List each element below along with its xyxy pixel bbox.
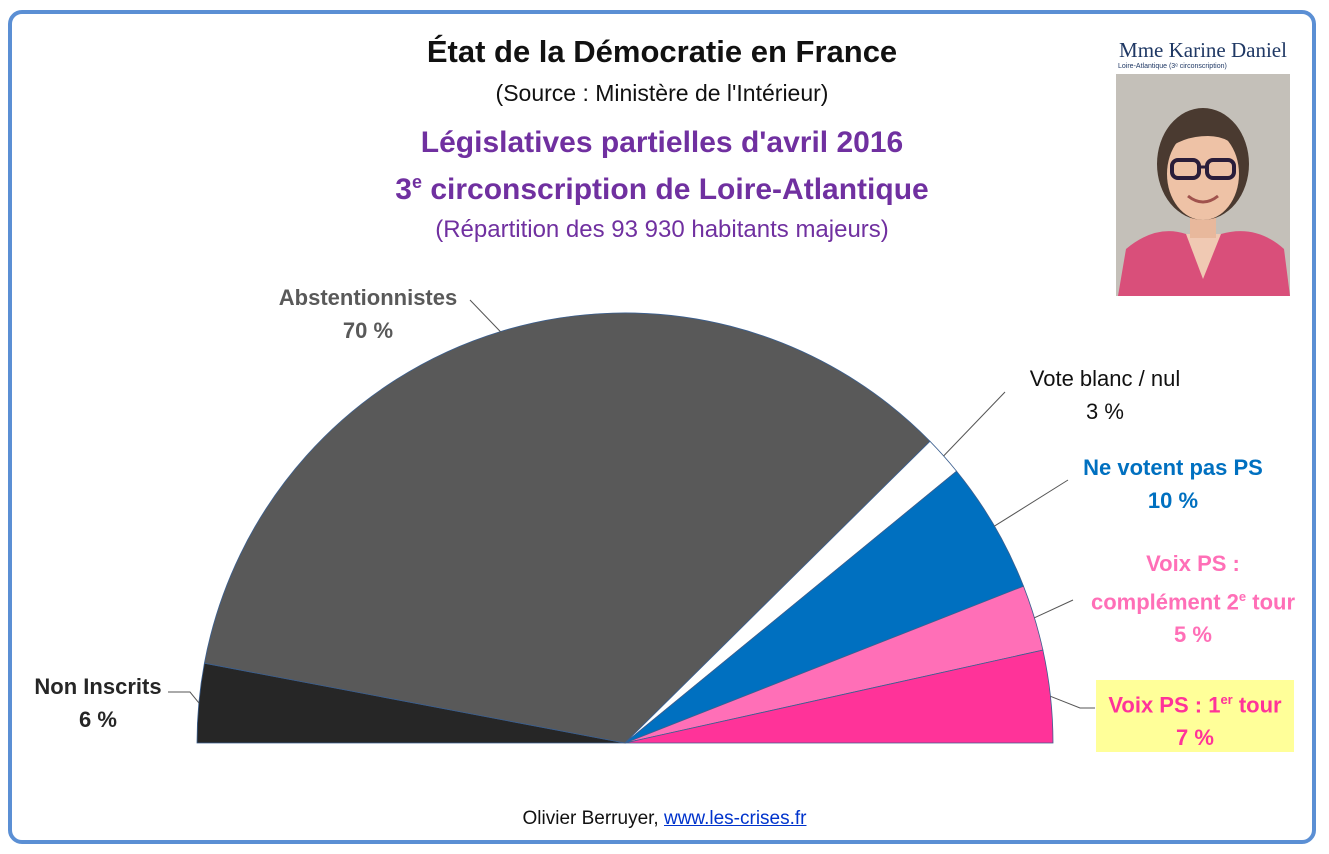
leader-abstention [469, 299, 501, 332]
slice-ps-first-round [624, 649, 1054, 744]
label-abstention: Abstentionnistes 70 % [278, 285, 458, 343]
deputy-portrait-card: Mme Karine Daniel Loire-Atlantique (3ᵉ c… [1116, 36, 1290, 296]
footer-credit: Olivier Berruyer, www.les-crises.fr [0, 808, 1329, 830]
population-note: (Répartition des 93 930 habitants majeur… [435, 216, 889, 243]
deputy-name: Mme Karine Daniel [1119, 38, 1287, 62]
portrait-photo [1116, 74, 1290, 296]
ps-first-round-highlight [1096, 680, 1294, 752]
leader-ps-second-round [1034, 599, 1074, 619]
source-note: (Source : Ministère de l'Intérieur) [495, 80, 829, 106]
footer-author: Olivier Berruyer, [522, 808, 659, 829]
constituency-subtitle: 3e circonscription de Loire-Atlantique [395, 172, 929, 206]
label-non-inscrits: Non Inscrits 6 % [34, 674, 162, 732]
leader-ne-votent-pas-ps [994, 479, 1069, 527]
chart-title: État de la Démocratie en France [426, 34, 898, 69]
label-ps-first-round: Voix PS : 1er tour 7 % [1108, 692, 1282, 751]
label-vote-blanc: Vote blanc / nul 3 % [1029, 366, 1181, 424]
slice-abstention [203, 312, 931, 744]
leader-non-inscrits [168, 691, 200, 704]
label-ne-votent-pas-ps: Ne votent pas PS 10 % [1083, 455, 1263, 513]
election-subtitle: Législatives partielles d'avril 2016 [420, 126, 904, 159]
leader-ps-first-round [1050, 695, 1095, 709]
leader-vote-blanc [943, 391, 1006, 457]
footer-link[interactable]: www.les-crises.fr [663, 808, 807, 829]
label-ps-second-round: Voix PS : complément 2e tour 5 % [1090, 551, 1296, 648]
deputy-caption: Loire-Atlantique (3ᵉ circonscription) [1118, 63, 1227, 70]
